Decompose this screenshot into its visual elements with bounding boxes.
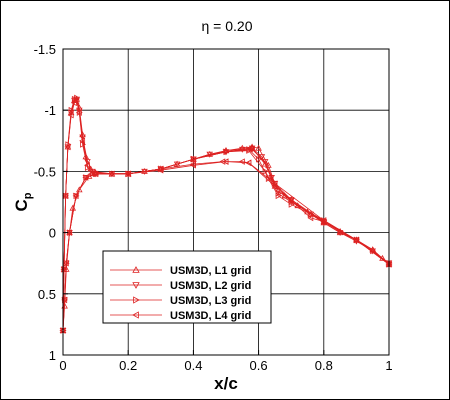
data-point xyxy=(64,143,71,151)
legend-marker xyxy=(133,296,140,304)
legend-entry: USM3D, L3 grid xyxy=(110,295,251,307)
y-axis-label-subscript: p xyxy=(22,192,34,199)
data-point xyxy=(352,236,359,244)
data-point xyxy=(222,158,229,165)
legend-label: USM3D, L4 grid xyxy=(170,310,251,322)
data-point xyxy=(61,296,68,304)
data-point xyxy=(190,155,197,163)
y-tick-label: -0.5 xyxy=(34,164,56,179)
data-point xyxy=(124,170,131,178)
data-point xyxy=(246,147,253,154)
series-line xyxy=(62,161,390,331)
data-point xyxy=(271,180,278,187)
x-tick-label: 0.2 xyxy=(119,358,137,373)
legend-entry: USM3D, L2 grid xyxy=(110,280,251,292)
data-point xyxy=(62,192,69,200)
data-point xyxy=(206,151,213,158)
data-point xyxy=(320,217,327,224)
series-layer xyxy=(59,94,393,334)
chart-title: η = 0.20 xyxy=(202,18,253,34)
y-tick-label: -1 xyxy=(44,103,56,118)
data-point xyxy=(74,94,81,102)
data-point xyxy=(307,214,314,222)
data-point xyxy=(353,238,360,245)
y-tick-label: -1.5 xyxy=(34,42,56,57)
x-tick-label: 0.8 xyxy=(315,358,333,373)
legend-box xyxy=(102,250,272,324)
data-point xyxy=(67,111,74,119)
data-point xyxy=(75,109,82,116)
data-point xyxy=(222,147,230,154)
data-point xyxy=(255,144,262,151)
y-tick-label: 1 xyxy=(49,348,56,363)
data-point xyxy=(79,134,86,141)
legend-entry: USM3D, L1 grid xyxy=(110,265,251,277)
legend: USM3D, L1 grid USM3D, L2 grid USM3D, L3 gr… xyxy=(102,250,272,324)
data-point xyxy=(223,148,230,156)
data-point xyxy=(238,158,245,165)
data-point xyxy=(261,159,269,166)
data-point xyxy=(262,168,269,175)
data-point xyxy=(245,159,252,167)
data-point xyxy=(353,237,360,244)
data-point xyxy=(73,98,80,105)
tick-labels: 0 0.2 0.4 0.6 0.8 1 -1.5 -1 -0.5 0 0.5 1 xyxy=(34,42,393,373)
data-point xyxy=(68,106,75,114)
x-tick-label: 0 xyxy=(59,358,66,373)
y-axis-label: Cp xyxy=(12,192,34,211)
data-point xyxy=(157,166,164,174)
data-point xyxy=(66,229,72,236)
data-point xyxy=(92,170,99,178)
data-point xyxy=(320,219,328,226)
y-tick-label: 0 xyxy=(49,226,56,241)
legend-entry: USM3D, L4 grid xyxy=(110,310,251,322)
x-axis-label: x/c xyxy=(214,374,238,393)
data-point xyxy=(82,175,90,181)
legend-marker xyxy=(132,266,140,273)
legend-label: USM3D, L2 grid xyxy=(170,280,251,292)
data-point xyxy=(256,155,263,163)
legend-marker xyxy=(132,282,140,289)
data-point xyxy=(275,190,282,197)
data-point xyxy=(84,162,90,169)
data-point xyxy=(82,174,89,181)
y-tick-label: 0.5 xyxy=(38,287,56,302)
data-point xyxy=(76,186,83,193)
data-point xyxy=(248,143,256,150)
x-tick-label: 0.6 xyxy=(250,358,268,373)
data-point xyxy=(72,192,79,200)
data-point xyxy=(248,145,256,152)
data-point xyxy=(189,162,196,169)
data-point xyxy=(72,193,80,200)
legend-marker xyxy=(132,311,139,319)
x-tick-label: 1 xyxy=(385,358,392,373)
y-axis-label-main: C xyxy=(12,199,31,211)
legend-label: USM3D, L1 grid xyxy=(170,265,251,277)
data-point xyxy=(62,259,69,267)
plot-area-border xyxy=(62,48,390,356)
data-point xyxy=(79,137,86,145)
x-tick-label: 0.4 xyxy=(184,358,202,373)
legend-label: USM3D, L3 grid xyxy=(170,295,251,307)
